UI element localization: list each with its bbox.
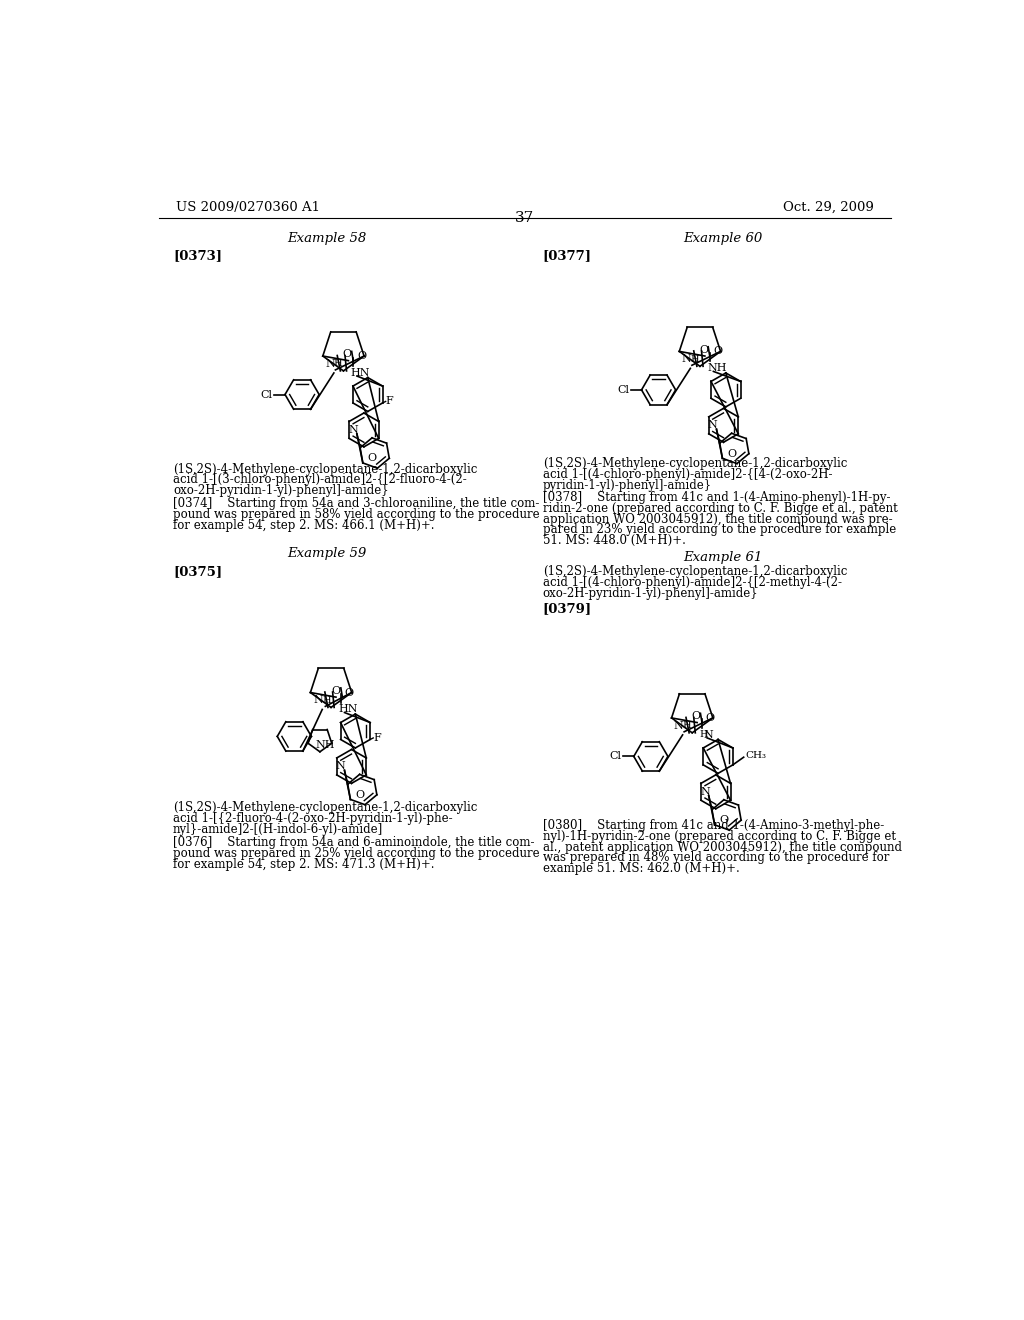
Text: acid 1-[(4-chloro-phenyl)-amide]2-{[4-(2-oxo-2H-: acid 1-[(4-chloro-phenyl)-amide]2-{[4-(2… (543, 469, 833, 480)
Text: for example 54, step 2. MS: 471.3 (M+H)+.: for example 54, step 2. MS: 471.3 (M+H)+… (173, 858, 434, 871)
Text: US 2009/0270360 A1: US 2009/0270360 A1 (176, 201, 321, 214)
Text: H: H (323, 696, 331, 705)
Text: [0379]: [0379] (543, 602, 592, 615)
Text: [0376]    Starting from 54a and 6-aminoindole, the title com-: [0376] Starting from 54a and 6-aminoindo… (173, 836, 535, 849)
Text: oxo-2H-pyridin-1-yl)-phenyl]-amide}: oxo-2H-pyridin-1-yl)-phenyl]-amide} (173, 484, 388, 498)
Text: Example 58: Example 58 (287, 231, 366, 244)
Text: O: O (357, 351, 366, 362)
Text: al., patent application WO 2003045912), the title compound: al., patent application WO 2003045912), … (543, 841, 901, 854)
Text: 51. MS: 448.0 (M+H)+.: 51. MS: 448.0 (M+H)+. (543, 535, 685, 548)
Text: N: N (700, 787, 710, 797)
Text: N: N (703, 730, 713, 741)
Text: acid 1-[{2-fluoro-4-(2-oxo-2H-pyridin-1-yl)-phe-: acid 1-[{2-fluoro-4-(2-oxo-2H-pyridin-1-… (173, 812, 453, 825)
Text: (1S,2S)-4-Methylene-cyclopentane-1,2-dicarboxylic: (1S,2S)-4-Methylene-cyclopentane-1,2-dic… (543, 457, 847, 470)
Text: application WO 2003045912), the title compound was pre-: application WO 2003045912), the title co… (543, 512, 892, 525)
Text: O: O (699, 345, 709, 355)
Text: (1S,2S)-4-Methylene-cyclopentane-1,2-dicarboxylic: (1S,2S)-4-Methylene-cyclopentane-1,2-dic… (543, 565, 847, 578)
Text: was prepared in 48% yield according to the procedure for: was prepared in 48% yield according to t… (543, 851, 889, 865)
Text: [0378]    Starting from 41c and 1-(4-Amino-phenyl)-1H-py-: [0378] Starting from 41c and 1-(4-Amino-… (543, 491, 890, 504)
Text: [0374]    Starting from 54a and 3-chloroaniline, the title com-: [0374] Starting from 54a and 3-chloroani… (173, 498, 540, 511)
Text: O: O (332, 686, 341, 696)
Text: N: N (348, 425, 357, 436)
Text: [0377]: [0377] (543, 249, 592, 263)
Text: O: O (719, 816, 728, 825)
Text: example 51. MS: 462.0 (M+H)+.: example 51. MS: 462.0 (M+H)+. (543, 862, 739, 875)
Text: F: F (386, 396, 393, 407)
Text: N: N (336, 762, 345, 771)
Text: Example 61: Example 61 (684, 552, 763, 564)
Text: (1S,2S)-4-Methylene-cyclopentane-1,2-dicarboxylic: (1S,2S)-4-Methylene-cyclopentane-1,2-dic… (173, 801, 477, 814)
Text: O: O (714, 346, 723, 356)
Text: HN: HN (350, 368, 371, 378)
Text: N: N (682, 354, 691, 364)
Text: (1S,2S)-4-Methylene-cyclopentane-1,2-dicarboxylic: (1S,2S)-4-Methylene-cyclopentane-1,2-dic… (173, 462, 477, 475)
Text: Example 60: Example 60 (684, 231, 763, 244)
Text: F: F (373, 733, 381, 743)
Text: pound was prepared in 25% yield according to the procedure: pound was prepared in 25% yield accordin… (173, 847, 540, 859)
Text: N: N (708, 420, 718, 430)
Text: O: O (691, 711, 700, 722)
Text: N: N (313, 696, 324, 705)
Text: Cl: Cl (617, 385, 629, 395)
Text: CH₃: CH₃ (745, 751, 766, 760)
Text: pared in 23% yield according to the procedure for example: pared in 23% yield according to the proc… (543, 524, 896, 536)
Text: oxo-2H-pyridin-1-yl)-phenyl]-amide}: oxo-2H-pyridin-1-yl)-phenyl]-amide} (543, 586, 758, 599)
Text: pyridin-1-yl)-phenyl]-amide}: pyridin-1-yl)-phenyl]-amide} (543, 479, 712, 492)
Text: HN: HN (338, 705, 357, 714)
Text: Cl: Cl (261, 389, 272, 400)
Text: pound was prepared in 58% yield according to the procedure: pound was prepared in 58% yield accordin… (173, 508, 540, 521)
Text: O: O (727, 449, 736, 459)
Text: acid 1-[(3-chloro-phenyl)-amide]2-{[2-fluoro-4-(2-: acid 1-[(3-chloro-phenyl)-amide]2-{[2-fl… (173, 474, 467, 486)
Text: 37: 37 (515, 211, 535, 224)
Text: O: O (342, 350, 351, 359)
Text: H: H (699, 730, 708, 739)
Text: NH: NH (315, 741, 336, 750)
Text: nyl}-amide]2-[(H-indol-6-yl)-amide]: nyl}-amide]2-[(H-indol-6-yl)-amide] (173, 822, 383, 836)
Text: Example 59: Example 59 (287, 548, 366, 560)
Text: O: O (344, 688, 353, 697)
Text: O: O (368, 453, 377, 463)
Text: Cl: Cl (609, 751, 622, 762)
Text: acid 1-[(4-chloro-phenyl)-amide]2-{[2-methyl-4-(2-: acid 1-[(4-chloro-phenyl)-amide]2-{[2-me… (543, 576, 842, 589)
Text: O: O (355, 789, 365, 800)
Text: H: H (683, 721, 691, 730)
Text: NH: NH (708, 363, 727, 374)
Text: nyl)-1H-pyridin-2-one (prepared according to C. F. Bigge et: nyl)-1H-pyridin-2-one (prepared accordin… (543, 830, 896, 843)
Text: N: N (325, 359, 335, 368)
Text: ridin-2-one (prepared according to C. F. Bigge et al., patent: ridin-2-one (prepared according to C. F.… (543, 502, 897, 515)
Text: H: H (690, 355, 699, 363)
Text: Oct. 29, 2009: Oct. 29, 2009 (782, 201, 873, 214)
Text: [0373]: [0373] (173, 249, 222, 263)
Text: [0380]    Starting from 41c and 1-(4-Amino-3-methyl-phe-: [0380] Starting from 41c and 1-(4-Amino-… (543, 818, 884, 832)
Text: N: N (674, 721, 684, 731)
Text: O: O (706, 713, 715, 723)
Text: [0375]: [0375] (173, 565, 222, 578)
Text: H: H (334, 359, 342, 368)
Text: for example 54, step 2. MS: 466.1 (M+H)+.: for example 54, step 2. MS: 466.1 (M+H)+… (173, 519, 434, 532)
